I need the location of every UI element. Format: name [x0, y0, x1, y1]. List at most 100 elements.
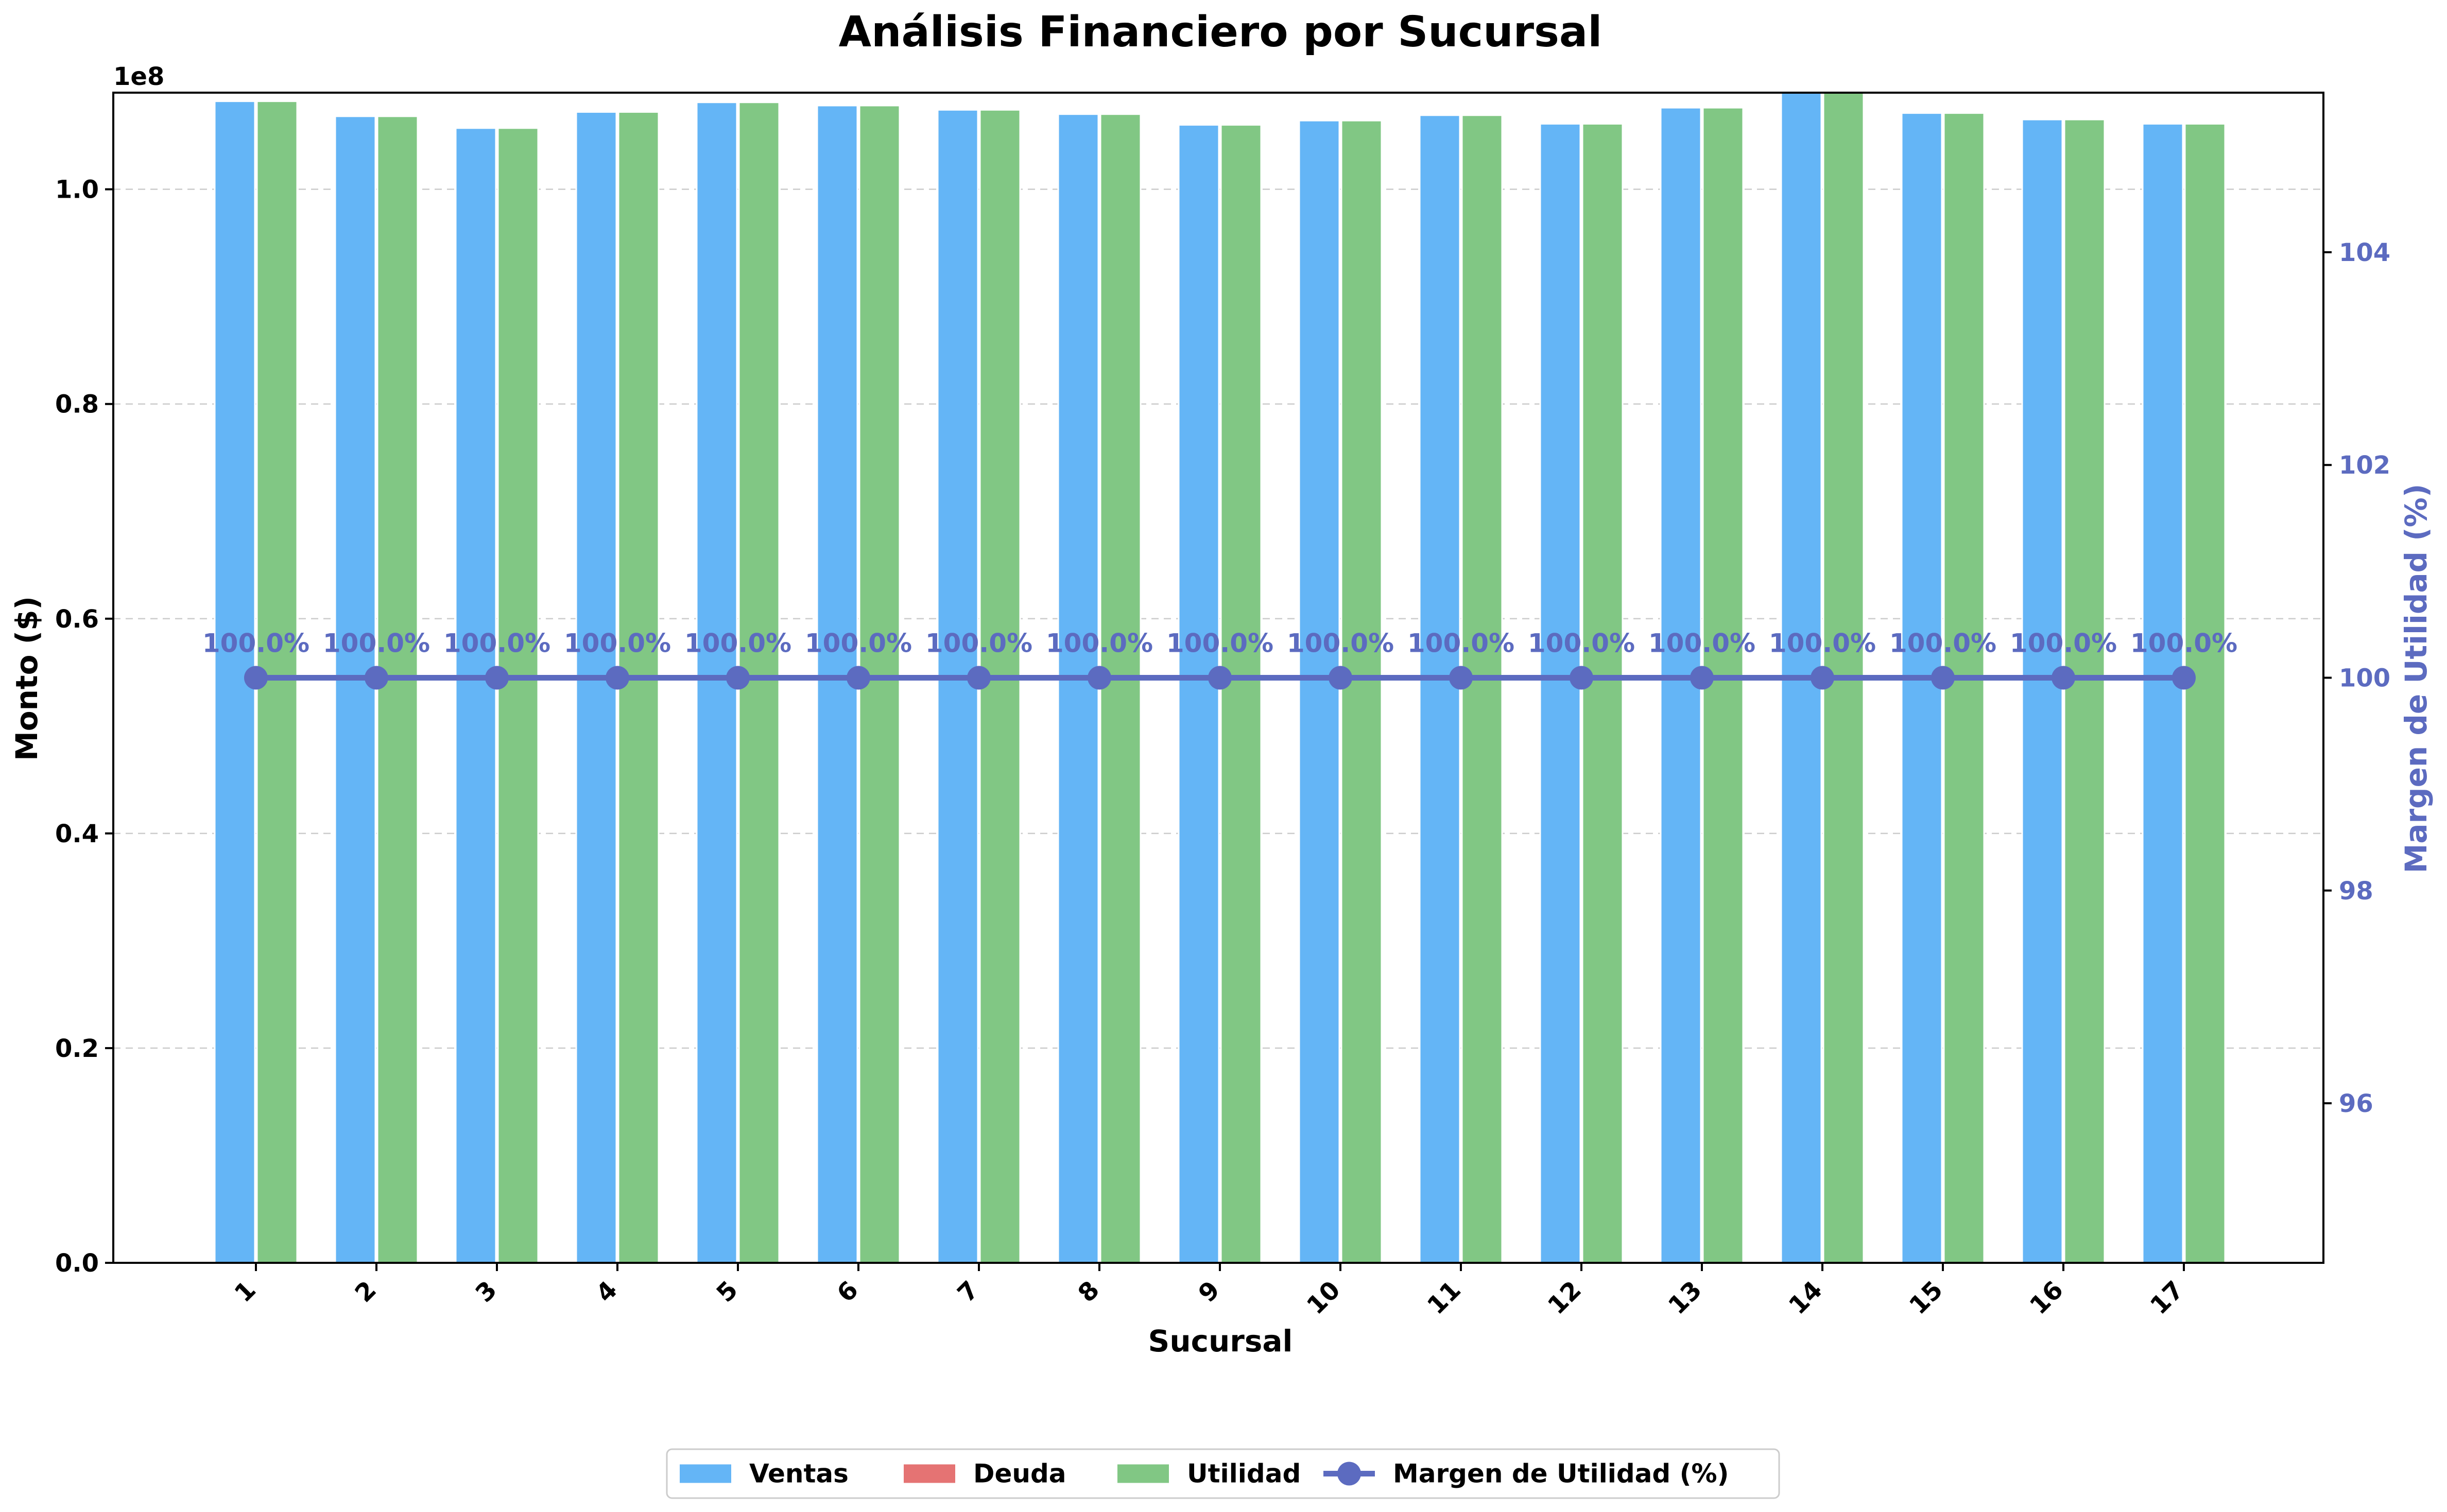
margin-data-label: 100.0% [684, 629, 791, 658]
margin-point [847, 666, 870, 690]
legend: Ventas Deuda Utilidad Margen de Utilidad (%… [666, 1448, 1780, 1499]
x-tick-label: 9 [1193, 1276, 1226, 1308]
y2-tick-label: 102 [2339, 451, 2390, 480]
legend-label-ventas: Ventas [749, 1459, 849, 1489]
x-tick-label: 4 [591, 1276, 623, 1308]
margin-point [1811, 666, 1834, 690]
margin-data-label: 100.0% [1889, 629, 1996, 658]
margin-point [1208, 666, 1232, 690]
x-axis-label: Sucursal [1148, 1324, 1293, 1359]
margin-point [726, 666, 750, 690]
bar-utilidad [1581, 123, 1624, 1264]
legend-swatch-deuda [904, 1464, 955, 1483]
y-axis-label: Monto ($) [9, 596, 44, 761]
bar-ventas [455, 127, 497, 1264]
legend-box [666, 1448, 1780, 1499]
x-tick-label: 5 [711, 1276, 744, 1308]
bar-utilidad [1099, 113, 1142, 1264]
x-tick-label: 3 [470, 1276, 503, 1308]
margin-data-label: 100.0% [564, 629, 671, 658]
margin-data-label: 100.0% [1046, 629, 1153, 658]
x-tick-label: 15 [1904, 1276, 1949, 1320]
bar-utilidad [617, 111, 660, 1264]
bar-ventas [575, 111, 617, 1264]
y2-tick-label: 98 [2339, 877, 2373, 906]
bar-ventas [1298, 119, 1340, 1264]
margin-data-label: 100.0% [202, 629, 309, 658]
margin-point [1931, 666, 1955, 690]
x-tick-label: 10 [1301, 1276, 1346, 1320]
legend-swatch-utilidad [1117, 1464, 1169, 1483]
x-tick-label: 14 [1783, 1276, 1828, 1320]
bar-utilidad [2063, 118, 2106, 1264]
margin-data-label: 100.0% [1769, 629, 1876, 658]
bar-utilidad [497, 127, 539, 1264]
bar-utilidad [1220, 124, 1262, 1264]
margin-data-label: 100.0% [1648, 629, 1755, 658]
x-tick-label: 2 [350, 1276, 382, 1308]
bar-utilidad [858, 105, 901, 1264]
margin-point [1329, 666, 1352, 690]
margin-point [2052, 666, 2075, 690]
bar-ventas [1901, 112, 1943, 1264]
y-tick-label: 0.2 [55, 1034, 99, 1063]
margin-data-label: 100.0% [1166, 629, 1273, 658]
x-tick-label: 13 [1663, 1276, 1708, 1320]
x-tick-label: 16 [2024, 1276, 2069, 1320]
bar-ventas [1057, 113, 1099, 1264]
bar-ventas [334, 115, 376, 1264]
y2-tick-label: 104 [2339, 238, 2390, 267]
margin-data-label: 100.0% [805, 629, 912, 658]
y2-tick-label: 96 [2339, 1089, 2373, 1118]
y-offset-label: 1e8 [113, 62, 164, 91]
margin-point [485, 666, 509, 690]
y-tick-label: 1.0 [55, 176, 99, 204]
y-tick-label: 0.6 [55, 605, 99, 634]
margin-point [365, 666, 388, 690]
legend-label-deuda: Deuda [973, 1459, 1066, 1489]
chart-title: Análisis Financiero por Sucursal [839, 8, 1602, 57]
line-layer: 100.0% 100.0% 100.0% 100.0% 100.0% 100.0% 100.… [202, 629, 2237, 690]
x-tick-label: 1 [229, 1276, 262, 1308]
bar-ventas [2142, 123, 2184, 1264]
x-tick-label: 17 [2145, 1276, 2190, 1320]
margin-point [2172, 666, 2196, 690]
y-tick-label: 0.8 [55, 390, 99, 419]
x-tick-label: 8 [1073, 1276, 1105, 1308]
margin-data-label: 100.0% [1287, 629, 1394, 658]
bar-utilidad [1943, 112, 1985, 1264]
legend-label-utilidad: Utilidad [1187, 1459, 1301, 1489]
margin-data-label: 100.0% [2130, 629, 2237, 658]
x-tick-label: 11 [1422, 1276, 1467, 1320]
x-tick-label: 12 [1542, 1276, 1587, 1320]
margin-point [1088, 666, 1111, 690]
margin-point [1570, 666, 1593, 690]
margin-point [606, 666, 629, 690]
margin-point [967, 666, 991, 690]
bar-ventas [1419, 114, 1461, 1264]
margin-point [1690, 666, 1714, 690]
y2-axis-label: Margen de Utilidad (%) [2399, 484, 2434, 874]
y-tick-label: 0.0 [55, 1249, 99, 1278]
bar-ventas [1178, 124, 1220, 1264]
bar-ventas [2021, 118, 2063, 1264]
margin-point [1449, 666, 1473, 690]
margin-point [244, 666, 268, 690]
legend-marker-margen-de-utilidad [1337, 1462, 1361, 1486]
bar-utilidad [1461, 114, 1503, 1264]
x-tick-label: 6 [832, 1276, 864, 1308]
bar-utilidad [2184, 123, 2226, 1264]
bar-utilidad [1340, 119, 1383, 1264]
margin-data-label: 100.0% [1528, 629, 1635, 658]
margin-data-label: 100.0% [2010, 629, 2117, 658]
margin-data-label: 100.0% [1407, 629, 1514, 658]
margin-data-label: 100.0% [925, 629, 1032, 658]
bar-utilidad [376, 115, 419, 1264]
margin-data-label: 100.0% [443, 629, 550, 658]
x-tick-label: 7 [952, 1276, 985, 1308]
y-tick-label: 0.4 [55, 820, 99, 848]
legend-swatch-ventas [680, 1464, 731, 1483]
legend-label-margen-de-utilidad: Margen de Utilidad (%) [1393, 1459, 1729, 1489]
y2-tick-label: 100 [2339, 664, 2390, 693]
